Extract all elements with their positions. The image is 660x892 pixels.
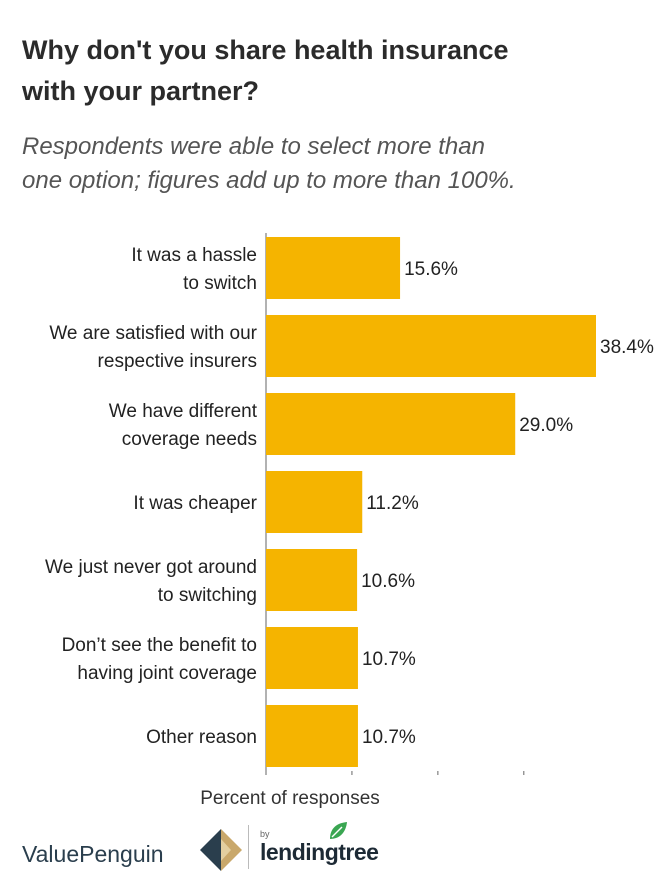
bar-value-label: 10.7%: [362, 649, 416, 670]
chart-subtitle: Respondents were able to select more tha…: [22, 130, 642, 198]
logo-divider: [248, 825, 249, 869]
category-label: We have different: [109, 401, 258, 422]
bar-value-label: 38.4%: [600, 337, 654, 358]
x-axis-label: Percent of responses: [200, 788, 380, 809]
by-label: by: [260, 829, 270, 839]
bar-value-label: 15.6%: [404, 259, 458, 280]
category-label: to switching: [158, 585, 257, 606]
bar: [266, 315, 596, 377]
bar: [266, 237, 401, 299]
category-label: coverage needs: [122, 429, 257, 450]
lendingtree-wordmark: lendingtree: [260, 839, 379, 865]
category-label: It was cheaper: [133, 493, 257, 514]
bar: [266, 627, 358, 689]
chart-title: Why don't you share health insurance wit…: [22, 30, 642, 112]
bar-value-label: 10.7%: [362, 727, 416, 748]
category-label: to switch: [183, 273, 257, 294]
bar: [266, 471, 363, 533]
valuepenguin-diamond-icon: [200, 829, 242, 871]
category-label: respective insurers: [98, 351, 257, 372]
category-label: We are satisfied with our: [49, 323, 257, 344]
category-label: It was a hassle: [131, 245, 257, 266]
valuepenguin-wordmark: ValuePenguin: [22, 841, 164, 867]
leaf-icon: [330, 822, 347, 839]
chart-title-line: Why don't you share health insurance: [22, 35, 509, 65]
chart-title-line: with your partner?: [22, 76, 260, 106]
bar-value-label: 29.0%: [519, 415, 573, 436]
bar-value-label: 10.6%: [361, 571, 415, 592]
bar: [266, 705, 358, 767]
category-label: We just never got around: [45, 557, 257, 578]
bar-value-label: 11.2%: [366, 493, 419, 514]
category-label: Don’t see the benefit to: [62, 635, 257, 656]
chart-subtitle-line: one option; figures add up to more than …: [22, 167, 516, 194]
chart-subtitle-line: Respondents were able to select more tha…: [22, 133, 485, 160]
category-label: having joint coverage: [77, 663, 257, 684]
category-label: Other reason: [146, 727, 257, 748]
brand-logo: ValuePenguin by lendingtree: [22, 815, 442, 875]
bar: [266, 549, 358, 611]
bar: [266, 393, 516, 455]
